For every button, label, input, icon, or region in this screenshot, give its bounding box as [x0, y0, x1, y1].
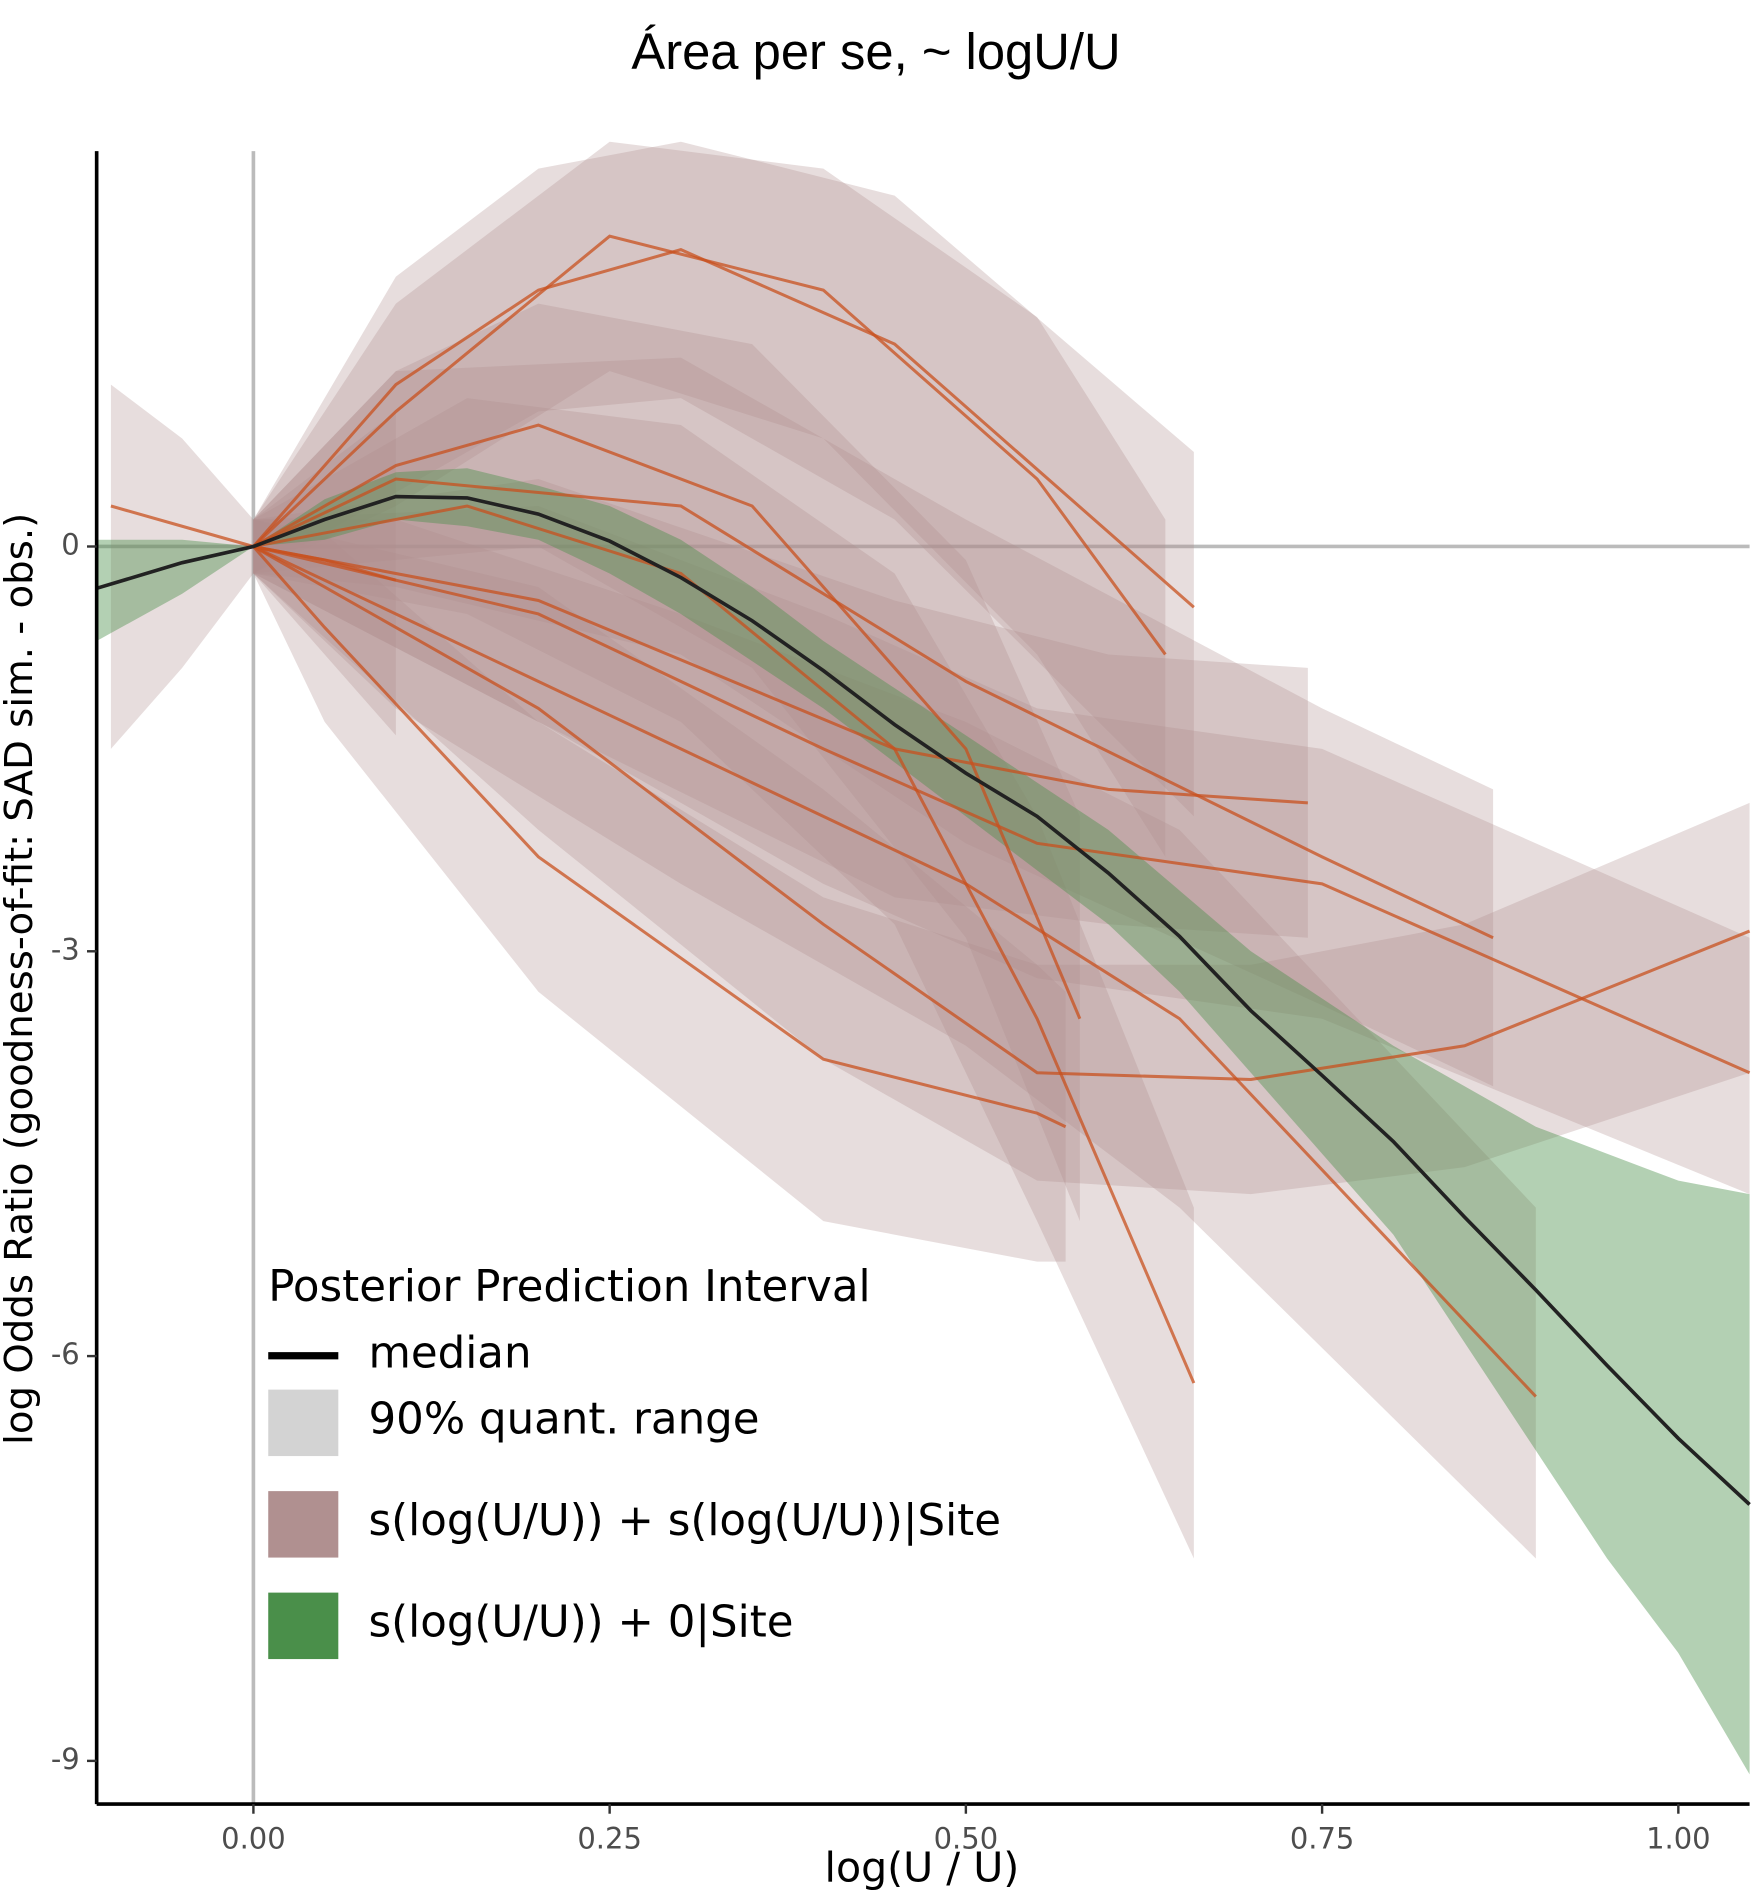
site-band [110, 384, 396, 749]
site-line [252, 545, 1537, 1398]
y-axis-label: log Odds Ratio (goodness-of-fit: SAD sim… [0, 513, 42, 1445]
x-axis-label: log(U / U) [825, 1844, 1020, 1892]
x-tick-label: 0.50 [934, 1821, 999, 1855]
y-tick-label: -6 [51, 1337, 80, 1371]
site-line [252, 477, 1494, 940]
population-band [96, 468, 1750, 1775]
site-line [252, 545, 1751, 1081]
chart-title: Área per se, ~ logU/U [631, 23, 1120, 80]
legend-label: s(log(U/U)) + s(log(U/U))|Site [369, 1496, 1001, 1546]
site-line [253, 545, 1751, 1075]
legend-key [268, 1389, 339, 1457]
legend-key [268, 1491, 339, 1558]
legend-label: 90% quant. range [369, 1395, 760, 1445]
site-band [253, 303, 1080, 1222]
y-tick-label: -3 [51, 932, 80, 966]
x-tick-label: 1.00 [1646, 1821, 1711, 1855]
site-line [252, 234, 1167, 656]
x-tick-label: 0.25 [577, 1821, 642, 1855]
site-line [252, 248, 1195, 609]
site-band [253, 519, 1536, 1559]
site-band [253, 519, 1066, 1262]
legend-label: s(log(U/U)) + 0|Site [369, 1598, 794, 1648]
site-band [253, 519, 1750, 1195]
site-band [253, 141, 1194, 817]
legend-label: median [369, 1328, 532, 1378]
site-band [253, 506, 1750, 1195]
site-band [253, 357, 1494, 1087]
site-line [252, 423, 1082, 1020]
site-band [253, 398, 1194, 1559]
x-tick-label: 0.75 [1290, 1821, 1355, 1855]
site-line [253, 504, 1196, 1384]
site-line [253, 545, 1308, 805]
site-band [253, 141, 1166, 857]
site-line [252, 545, 1067, 1129]
median-line [96, 494, 1751, 1506]
x-tick-label: 0.00 [221, 1821, 286, 1855]
legend-key [268, 1592, 339, 1660]
y-tick-label: -9 [51, 1742, 80, 1776]
legend-title: Posterior Prediction Interval [268, 1262, 870, 1312]
y-tick-label: 0 [61, 527, 79, 561]
